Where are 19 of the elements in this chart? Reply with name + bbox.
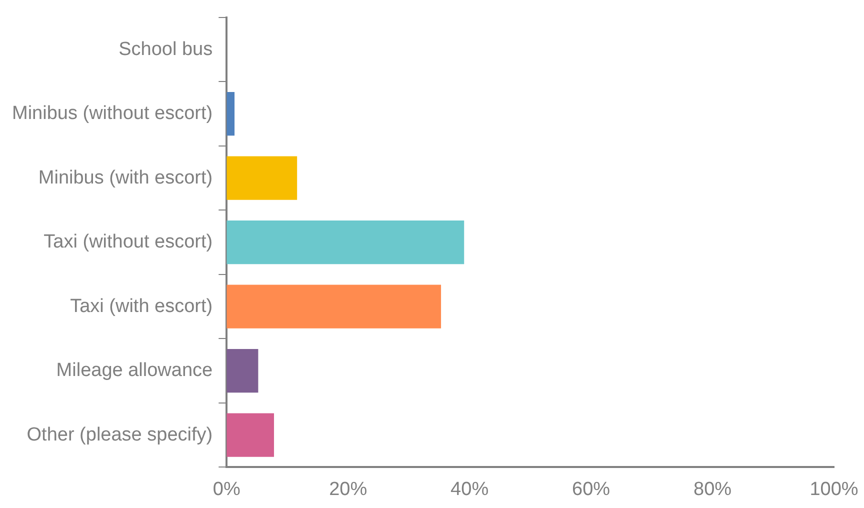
- x-tick-label: 80%: [694, 478, 732, 500]
- y-tick-label: Other (please specify): [26, 424, 213, 446]
- y-tick-label: Mileage allowance: [56, 360, 213, 382]
- y-tick-label: Taxi (without escort): [44, 232, 213, 253]
- y-tick-label: Taxi (with escort): [70, 296, 213, 317]
- x-tick-label: 0%: [212, 478, 240, 500]
- bar: [226, 413, 274, 457]
- bar: [226, 348, 258, 393]
- x-tick-label: 20%: [329, 478, 368, 500]
- y-tick-label: School bus: [118, 38, 213, 60]
- bar: [226, 156, 298, 200]
- x-tick-label: 60%: [572, 478, 610, 500]
- bar: [226, 92, 235, 136]
- bar: [226, 284, 442, 328]
- y-tick-label: Minibus (without escort): [12, 103, 213, 124]
- x-tick-label: 40%: [450, 478, 489, 500]
- x-tick-label: 100%: [810, 478, 858, 500]
- bar: [226, 220, 464, 264]
- y-tick-label: Minibus (with escort): [38, 167, 213, 188]
